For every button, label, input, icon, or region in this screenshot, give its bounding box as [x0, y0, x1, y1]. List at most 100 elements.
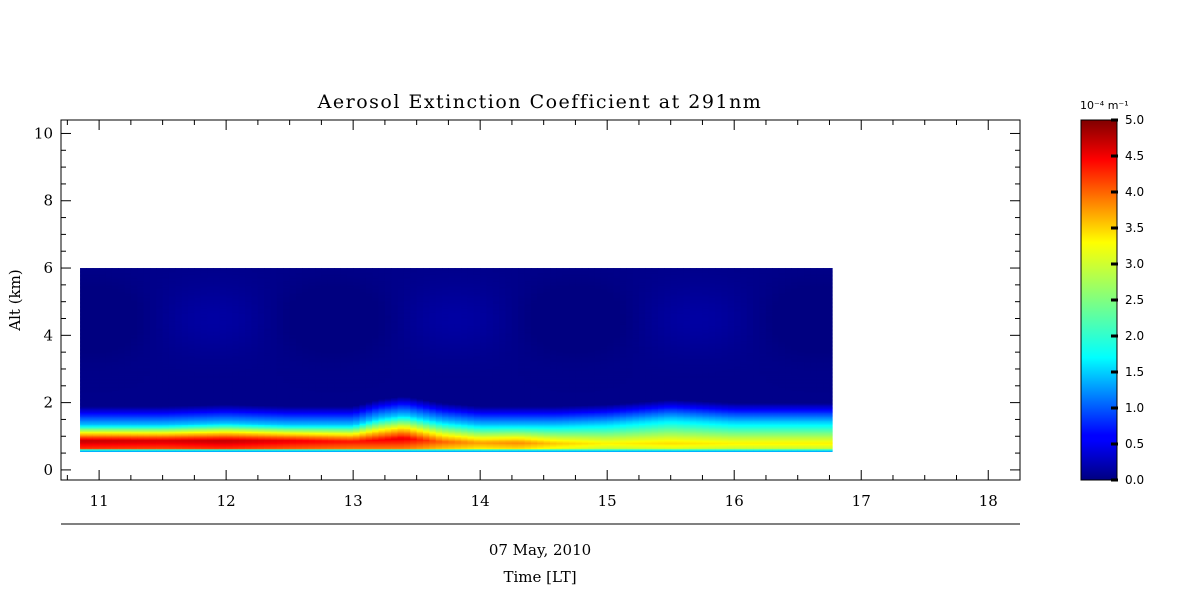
heatmap-cell — [200, 341, 208, 343]
heatmap-cell — [181, 408, 189, 411]
heatmap-cell — [188, 370, 195, 373]
heatmap-cell — [194, 372, 202, 374]
heatmap-cell — [200, 355, 208, 358]
heatmap-cell — [188, 304, 195, 307]
heatmap-cell — [86, 353, 94, 356]
heatmap-cell — [118, 367, 126, 370]
heatmap-cell — [143, 268, 151, 269]
heatmap-cell — [124, 373, 132, 376]
heatmap-cell — [80, 303, 87, 306]
heatmap-cell — [213, 417, 221, 420]
heatmap-cell — [124, 361, 132, 364]
heatmap-cell — [200, 357, 208, 360]
heatmap-cell — [194, 331, 202, 334]
heatmap-cell — [130, 417, 138, 420]
heatmap-cell — [149, 285, 157, 288]
heatmap-cell — [137, 398, 145, 401]
heatmap-cell — [143, 334, 151, 337]
heatmap-cell — [213, 308, 221, 311]
heatmap-cell — [188, 435, 195, 438]
heatmap-cell — [118, 417, 126, 420]
heatmap-cell — [80, 328, 87, 331]
heatmap-cell — [137, 385, 145, 388]
heatmap-cell — [175, 412, 183, 415]
heatmap-cell — [105, 285, 113, 288]
heatmap-cell — [143, 311, 151, 314]
heatmap-cell — [156, 440, 164, 443]
heatmap-cell — [181, 416, 189, 419]
heatmap-cell — [124, 300, 132, 303]
heatmap-cell — [168, 372, 176, 374]
heatmap-cell — [86, 330, 94, 333]
heatmap-cell — [137, 394, 145, 397]
heatmap-cell — [99, 374, 107, 377]
heatmap-cell — [86, 380, 94, 383]
heatmap-cell — [105, 366, 113, 369]
heatmap-cell — [188, 394, 195, 397]
heatmap-cell — [92, 287, 100, 290]
heatmap-cell — [188, 367, 195, 370]
heatmap-cell — [200, 281, 208, 284]
heatmap-cell — [124, 269, 132, 272]
heatmap-cell — [105, 437, 113, 440]
heatmap-cell — [105, 382, 113, 385]
heatmap-cell — [194, 450, 202, 453]
heatmap-cell — [99, 332, 107, 335]
heatmap-cell — [213, 424, 221, 427]
heatmap-cell — [200, 306, 208, 309]
heatmap-cell — [86, 299, 94, 302]
heatmap-cell — [181, 330, 189, 333]
heatmap-cell — [143, 374, 151, 377]
heatmap-cell — [200, 319, 208, 322]
heatmap-cell — [181, 431, 189, 434]
heatmap-cell — [168, 300, 176, 303]
heatmap-cell — [130, 411, 138, 413]
heatmap-cell — [80, 318, 87, 321]
heatmap-cell — [99, 268, 107, 271]
heatmap-cell — [149, 363, 157, 366]
heatmap-cell — [86, 362, 94, 365]
heatmap-cell — [130, 416, 138, 419]
heatmap-cell — [130, 374, 138, 377]
heatmap-cell — [156, 359, 164, 362]
heatmap-cell — [207, 365, 215, 368]
heatmap-cell — [188, 415, 195, 418]
heatmap-cell — [168, 334, 176, 337]
heatmap-cell — [162, 413, 170, 416]
heatmap-cell — [219, 440, 227, 443]
heatmap-cell — [194, 388, 202, 391]
heatmap-cell — [213, 322, 221, 325]
heatmap-cell — [105, 377, 113, 380]
heatmap-cell — [130, 293, 138, 296]
heatmap-cell — [219, 380, 227, 383]
heatmap-cell — [219, 425, 227, 428]
heatmap-cell — [137, 397, 145, 400]
heatmap-cell — [181, 332, 189, 335]
heatmap-cell — [137, 359, 145, 362]
heatmap-cell — [124, 372, 132, 374]
heatmap-cell — [80, 386, 87, 389]
heatmap-cell — [156, 369, 164, 372]
heatmap-cell — [99, 300, 107, 303]
heatmap-cell — [105, 307, 113, 310]
heatmap-cell — [111, 314, 119, 317]
heatmap-cell — [213, 288, 221, 291]
heatmap-cell — [124, 425, 132, 428]
heatmap-cell — [92, 349, 100, 352]
heatmap-cell — [92, 302, 100, 304]
heatmap-cell — [80, 441, 87, 444]
heatmap-cell — [175, 397, 183, 400]
heatmap-cell — [80, 429, 87, 432]
heatmap-cell — [219, 268, 227, 269]
heatmap-cell — [213, 349, 221, 352]
heatmap-cell — [105, 339, 113, 342]
heatmap-cell — [99, 447, 107, 450]
heatmap-cell — [118, 429, 126, 432]
heatmap-cell — [143, 332, 151, 335]
heatmap-cell — [143, 436, 151, 439]
heatmap-cell — [175, 335, 183, 338]
heatmap-cell — [86, 291, 94, 294]
heatmap-cell — [118, 402, 126, 405]
heatmap-cell — [162, 335, 170, 338]
heatmap-cell — [200, 353, 208, 356]
